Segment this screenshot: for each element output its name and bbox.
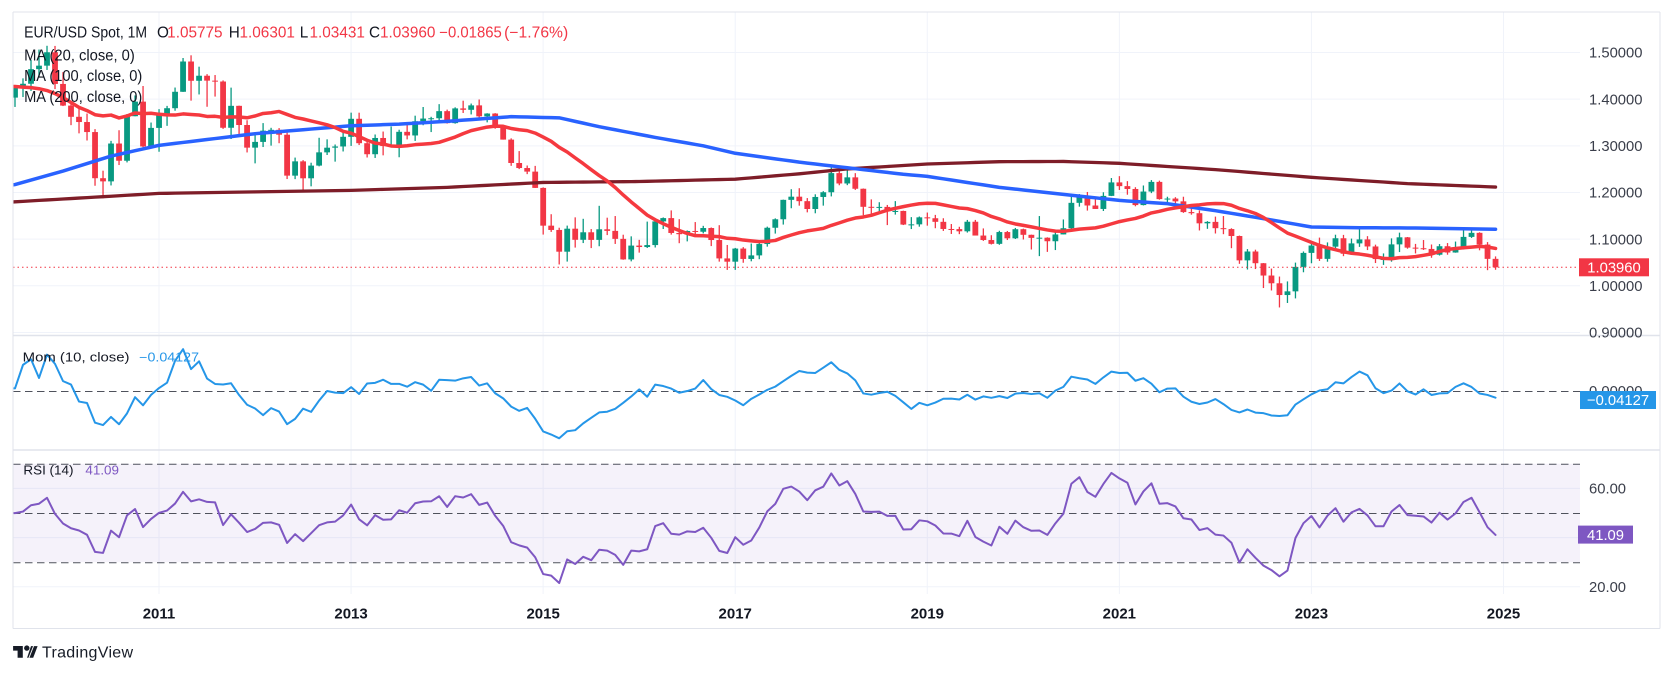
svg-text:−0.04127: −0.04127 [139, 351, 199, 365]
svg-text:C: C [369, 25, 380, 42]
svg-text:Mom (10, close): Mom (10, close) [23, 351, 130, 365]
svg-text:1.06301: 1.06301 [240, 25, 295, 42]
svg-text:1.03960: 1.03960 [1587, 261, 1641, 277]
svg-text:2015: 2015 [526, 606, 559, 623]
svg-text:20.00: 20.00 [1589, 580, 1626, 596]
svg-text:MA (200, close, 0): MA (200, close, 0) [24, 89, 142, 106]
svg-text:2023: 2023 [1295, 606, 1328, 623]
svg-text:MA (100, close, 0): MA (100, close, 0) [24, 68, 142, 85]
svg-text:0.90000: 0.90000 [1589, 326, 1643, 342]
svg-text:TradingView: TradingView [42, 645, 133, 662]
svg-text:41.09: 41.09 [85, 463, 119, 477]
svg-text:−0.01865: −0.01865 [439, 25, 502, 42]
svg-text:MA (20, close, 0): MA (20, close, 0) [24, 47, 135, 64]
svg-text:(−1.76%): (−1.76%) [504, 25, 568, 42]
svg-text:1.05775: 1.05775 [167, 25, 222, 42]
svg-text:1.03431: 1.03431 [310, 25, 365, 42]
svg-text:2021: 2021 [1103, 606, 1136, 623]
svg-text:2019: 2019 [911, 606, 944, 623]
svg-text:RSI (14): RSI (14) [23, 463, 73, 477]
svg-text:1.03960: 1.03960 [380, 25, 435, 42]
svg-text:1.00000: 1.00000 [1589, 279, 1643, 295]
svg-text:2013: 2013 [334, 606, 367, 623]
svg-text:O: O [157, 25, 169, 42]
svg-text:1.40000: 1.40000 [1589, 92, 1643, 108]
svg-text:−0.04127: −0.04127 [1587, 393, 1649, 409]
svg-text:1.50000: 1.50000 [1589, 46, 1643, 62]
svg-text:EUR/USD Spot, 1M: EUR/USD Spot, 1M [24, 25, 147, 42]
svg-text:2025: 2025 [1487, 606, 1520, 623]
svg-text:2011: 2011 [143, 606, 176, 623]
svg-text:60.00: 60.00 [1589, 482, 1626, 498]
svg-text:H: H [229, 25, 240, 42]
svg-text:1.20000: 1.20000 [1589, 186, 1643, 202]
svg-text:L: L [300, 25, 309, 42]
svg-text:2017: 2017 [719, 606, 752, 623]
svg-text:1.10000: 1.10000 [1589, 232, 1643, 248]
svg-text:41.09: 41.09 [1587, 528, 1624, 544]
svg-text:1.30000: 1.30000 [1589, 139, 1643, 155]
